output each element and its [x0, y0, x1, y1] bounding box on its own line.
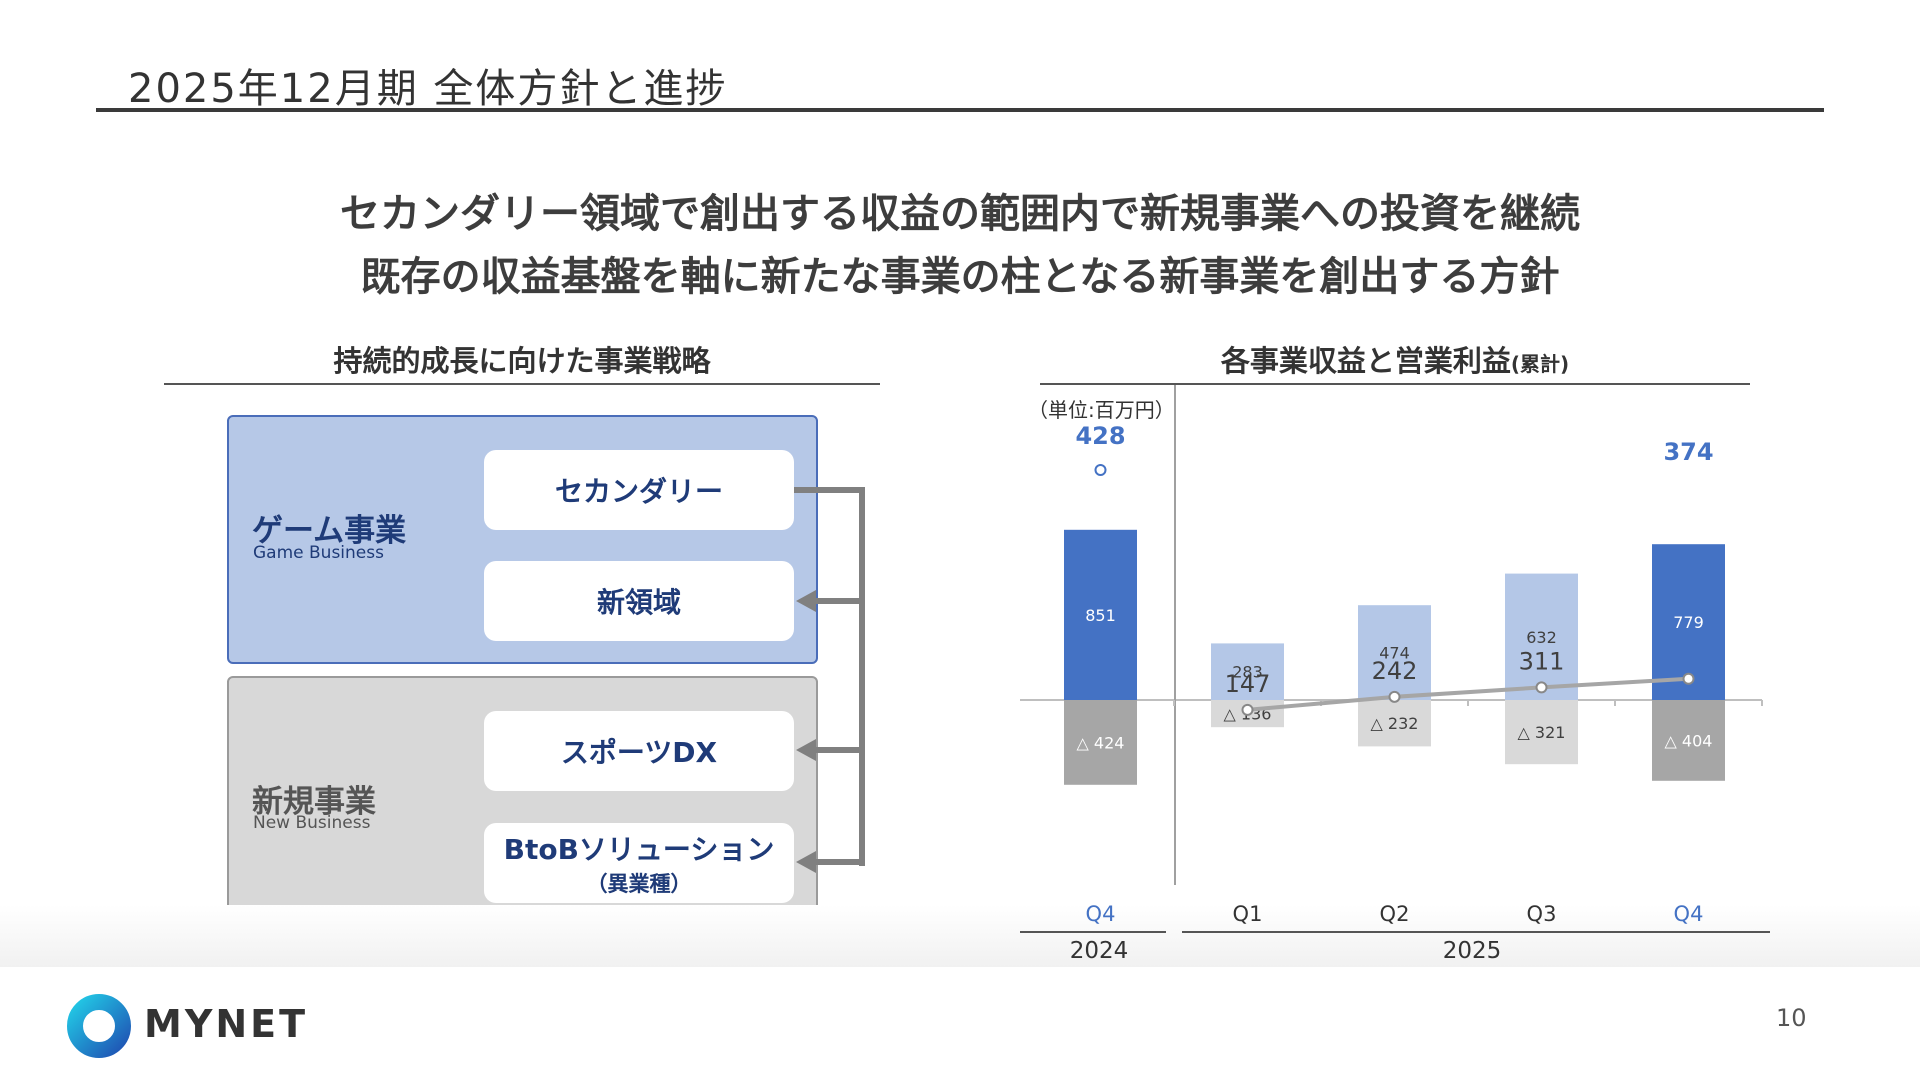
- loss-bar: [1064, 700, 1137, 785]
- title-divider: [96, 108, 1824, 112]
- sports-dx-item: スポーツDX: [484, 711, 794, 791]
- mynet-ring-logo-icon: [67, 994, 131, 1058]
- revenue-bar-label: 474: [1379, 644, 1410, 663]
- loss-bar-label: △ 404: [1665, 731, 1713, 750]
- revenue-bar-label: 283: [1232, 663, 1263, 682]
- flow-trunk-line: [794, 487, 865, 866]
- arrow-head-new-domain: [796, 590, 816, 612]
- revenue-bar-label: 851: [1085, 606, 1116, 625]
- chart-title: 各事業収益と営業利益: [1220, 344, 1511, 378]
- new-business-name: 新規事業: [252, 784, 376, 820]
- operating-profit-label: 242: [1372, 657, 1418, 685]
- investment-flow-arrows: [794, 487, 865, 873]
- category-label: Q4: [1674, 902, 1704, 926]
- headline-line-1: セカンダリー領域で創出する収益の範囲内で新規事業への投資を継続: [340, 191, 1580, 237]
- sports-dx-item-label: スポーツDX: [560, 736, 718, 769]
- new-business-sub: New Business: [253, 813, 371, 833]
- page-number: 10: [1776, 1004, 1807, 1032]
- btob-solution-item: BtoBソリューション （異業種）: [484, 823, 794, 903]
- loss-bar-label: △ 321: [1518, 723, 1566, 742]
- btob-solution-item-sub: （異業種）: [586, 872, 692, 896]
- game-business-sub: Game Business: [253, 543, 384, 563]
- arrow-head-sports-dx: [796, 739, 816, 761]
- year-group-label: 2025: [1443, 938, 1502, 964]
- footer-gradient-band: [0, 905, 1920, 967]
- operating-profit-label: 428: [1075, 422, 1125, 450]
- loss-bar-label: △ 424: [1077, 733, 1125, 752]
- revenue-bar: [1211, 643, 1284, 700]
- game-business-name: ゲーム事業: [252, 513, 407, 549]
- category-label: Q4: [1086, 902, 1116, 926]
- btob-solution-item-label: BtoBソリューション: [503, 833, 775, 866]
- operating-profit-point: [1241, 703, 1254, 716]
- arrow-head-btob: [796, 851, 816, 873]
- chart-section-divider: [1040, 383, 1750, 385]
- year-group-label: 2024: [1070, 938, 1129, 964]
- new-domain-item-label: 新領域: [596, 586, 681, 619]
- chart-title-suffix: (累計): [1510, 352, 1570, 376]
- headline-line-2: 既存の収益基盤を軸に新たな事業の柱となる新事業を創出する方針: [360, 254, 1560, 300]
- loss-bar-label: △ 232: [1371, 714, 1419, 733]
- operating-profit-point: [1535, 681, 1548, 694]
- chart-unit-label: （単位:百万円）: [1028, 398, 1175, 422]
- category-label: Q1: [1233, 902, 1263, 926]
- revenue-bar: [1064, 529, 1137, 700]
- revenue-bar-label: 779: [1673, 613, 1704, 632]
- secondary-item: セカンダリー: [484, 450, 794, 530]
- category-label: Q2: [1380, 902, 1410, 926]
- operating-profit-point: [1388, 690, 1401, 703]
- loss-bar: [1505, 700, 1578, 765]
- new-domain-item: 新領域: [484, 561, 794, 641]
- operating-profit-point: [1094, 464, 1107, 476]
- revenue-bar: [1505, 573, 1578, 700]
- operating-profit-line: [1247, 676, 1689, 712]
- strategy-section-divider: [164, 383, 880, 385]
- category-label: Q3: [1527, 902, 1557, 926]
- operating-profit-point: [1682, 672, 1695, 685]
- loss-bar: [1358, 700, 1431, 747]
- mynet-wordmark: MYNET: [144, 1002, 309, 1046]
- revenue-bar-label: 632: [1526, 628, 1557, 647]
- secondary-item-label: セカンダリー: [554, 475, 723, 508]
- page-title: 2025年12月期 全体方針と進捗: [128, 66, 728, 112]
- operating-profit-label: 311: [1519, 647, 1565, 675]
- operating-profit-label: 147: [1225, 670, 1271, 698]
- chart-section-title: 各事業収益と営業利益(累計): [1040, 338, 1750, 380]
- operating-profit-label: 374: [1663, 438, 1713, 466]
- strategy-section-title: 持続的成長に向けた事業戦略: [333, 344, 711, 378]
- revenue-bar: [1358, 605, 1431, 700]
- loss-bar: [1652, 700, 1725, 781]
